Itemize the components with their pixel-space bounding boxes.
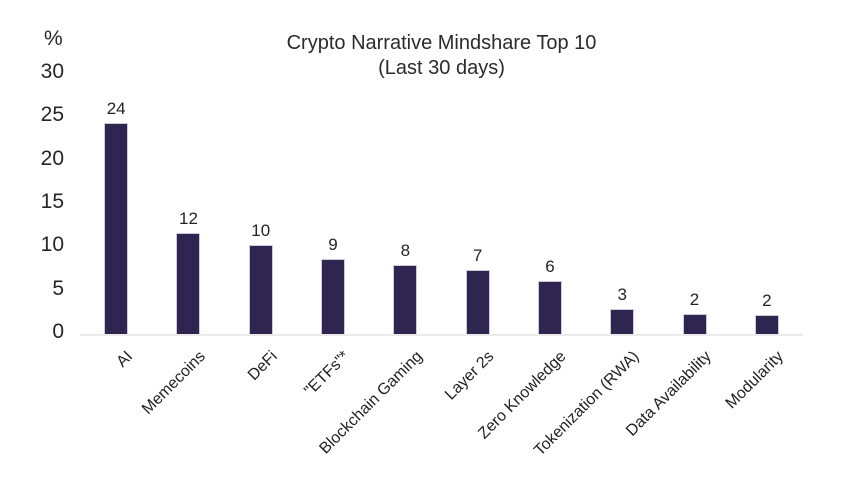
bar-value-label: 12 bbox=[178, 209, 198, 229]
bar bbox=[104, 123, 129, 334]
bar-value-label: 2 bbox=[762, 290, 772, 310]
y-axis: 0 5 10 15 20 25 30 bbox=[0, 0, 64, 479]
bar-column: 10 bbox=[225, 72, 297, 334]
x-label-column: Data Availability bbox=[623, 334, 730, 479]
bar-value-label: 24 bbox=[106, 99, 126, 119]
bars-container: 24 12 10 9 8 7 6 3 2 2 bbox=[80, 72, 803, 334]
y-tick-label: 20 bbox=[40, 146, 64, 170]
y-tick-label: 5 bbox=[52, 276, 64, 300]
y-axis-unit-label: % bbox=[44, 27, 63, 50]
bar-column: 24 bbox=[80, 72, 152, 334]
x-label-column: Memecoins bbox=[139, 334, 224, 479]
x-axis-line bbox=[80, 334, 803, 336]
bar-value-label: 10 bbox=[251, 220, 271, 240]
bar-column: 2 bbox=[731, 72, 803, 334]
x-tick-label: AI bbox=[113, 348, 137, 371]
chart-title: Crypto Narrative Mindshare Top 10 bbox=[286, 32, 597, 54]
bar-value-label: 9 bbox=[328, 235, 338, 255]
plot-area: 24 12 10 9 8 7 6 3 2 2 AI Memecoins DeFi "ETFs"* Bloc… bbox=[80, 72, 803, 459]
y-tick-label: 30 bbox=[40, 60, 64, 83]
bar bbox=[176, 233, 201, 334]
bar-column: 3 bbox=[586, 72, 658, 334]
bar bbox=[754, 314, 779, 334]
bar bbox=[393, 264, 418, 334]
y-tick-label: 15 bbox=[40, 190, 64, 213]
bar-value-label: 8 bbox=[400, 240, 411, 260]
bar bbox=[321, 259, 346, 334]
y-tick-label: 0 bbox=[52, 320, 64, 343]
chart-title-block: Crypto Narrative Mindshare Top 10 (Last … bbox=[80, 31, 803, 81]
bar-value-label: 6 bbox=[545, 257, 555, 277]
bar-value-label: 7 bbox=[472, 245, 483, 265]
bar-column: 9 bbox=[297, 72, 369, 334]
x-tick-label: "ETFs"* bbox=[301, 348, 354, 400]
bar-value-label: 3 bbox=[617, 284, 627, 304]
bar-column: 7 bbox=[441, 72, 513, 334]
x-tick-label: Modularity bbox=[722, 348, 787, 413]
x-label-column: Modularity bbox=[723, 334, 803, 479]
bar-value-label: 2 bbox=[689, 290, 700, 310]
x-label-column: Blockchain Gaming bbox=[316, 334, 441, 479]
chart-subtitle: (Last 30 days) bbox=[378, 57, 505, 79]
x-tick-label: Layer 2s bbox=[442, 348, 498, 404]
bar-column: 8 bbox=[369, 72, 441, 334]
x-tick-label: DeFi bbox=[244, 348, 281, 384]
y-tick-label: 25 bbox=[40, 103, 64, 127]
bar bbox=[537, 281, 562, 334]
x-label-column: DeFi bbox=[225, 334, 297, 479]
bar-column: 2 bbox=[658, 72, 730, 334]
bar-column: 12 bbox=[152, 72, 224, 334]
bar bbox=[610, 308, 635, 334]
y-tick-label: 10 bbox=[40, 233, 64, 257]
x-axis-labels: AI Memecoins DeFi "ETFs"* Blockchain Gaming L… bbox=[80, 334, 803, 479]
bar-column: 6 bbox=[514, 72, 586, 334]
bar bbox=[465, 269, 490, 334]
bar bbox=[248, 244, 273, 334]
bar bbox=[682, 314, 707, 334]
